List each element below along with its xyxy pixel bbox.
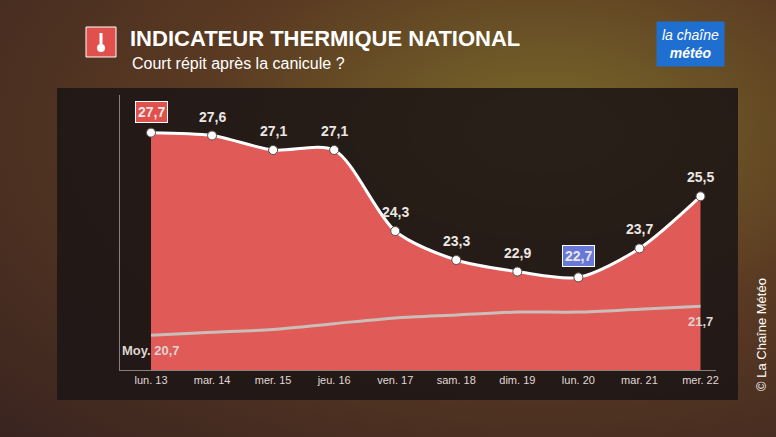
- svg-text:27,1: 27,1: [321, 123, 348, 139]
- svg-text:jeu. 16: jeu. 16: [317, 374, 351, 386]
- svg-text:Court répit après la canicule: Court répit après la canicule ?: [132, 55, 345, 72]
- svg-text:21,7: 21,7: [688, 314, 713, 329]
- svg-text:Moy. 20,7: Moy. 20,7: [122, 343, 180, 358]
- svg-text:mer. 15: mer. 15: [255, 374, 292, 386]
- svg-text:ven. 17: ven. 17: [377, 374, 413, 386]
- svg-text:27,7: 27,7: [138, 104, 165, 120]
- svg-text:23,7: 23,7: [626, 221, 653, 237]
- svg-text:dim. 19: dim. 19: [499, 374, 535, 386]
- svg-text:lun. 20: lun. 20: [562, 374, 595, 386]
- svg-text:25,5: 25,5: [687, 169, 714, 185]
- svg-text:INDICATEUR THERMIQUE NATIONAL: INDICATEUR THERMIQUE NATIONAL: [130, 26, 520, 51]
- svg-text:mer. 22: mer. 22: [682, 374, 719, 386]
- svg-text:27,6: 27,6: [199, 109, 226, 125]
- svg-text:22,7: 22,7: [565, 248, 592, 264]
- svg-text:la chaînemétéo: la chaînemétéo: [662, 27, 719, 61]
- svg-text:22,9: 22,9: [504, 245, 531, 261]
- svg-text:© La Chaîne Météo: © La Chaîne Météo: [754, 278, 769, 391]
- svg-text:sam. 18: sam. 18: [437, 374, 476, 386]
- svg-text:lun. 13: lun. 13: [134, 374, 167, 386]
- svg-text:mar. 14: mar. 14: [194, 374, 231, 386]
- svg-text:mar. 21: mar. 21: [621, 374, 658, 386]
- svg-text:24,3: 24,3: [382, 204, 409, 220]
- svg-text:27,1: 27,1: [260, 123, 287, 139]
- svg-text:23,3: 23,3: [443, 233, 470, 249]
